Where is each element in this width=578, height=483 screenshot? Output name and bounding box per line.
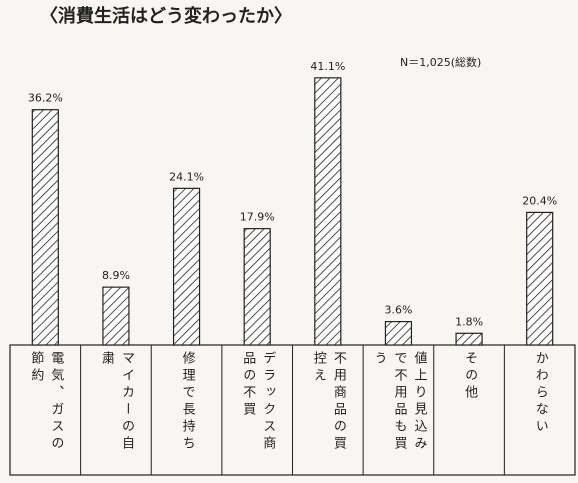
category-label: 修理で長持ち bbox=[177, 351, 197, 469]
category-label: かわらない bbox=[530, 351, 550, 469]
value-label: 20.4% bbox=[522, 194, 557, 207]
category-label: デラックス商品の不買 bbox=[237, 351, 277, 469]
value-label: 41.1% bbox=[310, 60, 345, 73]
chart-title: 〈消費生活はどう変わったか〉 bbox=[40, 5, 292, 27]
sample-note: N＝1,025(総数) bbox=[400, 55, 481, 69]
category-label: その他 bbox=[459, 351, 479, 469]
bar bbox=[315, 78, 341, 345]
bar bbox=[385, 322, 411, 345]
bar bbox=[174, 188, 200, 345]
category-label: 値上り見込みで不用品も買う bbox=[368, 351, 428, 469]
page: 〈消費生活はどう変わったか〉 N＝1,025(総数) 36.2% 8.9% 24.1… bbox=[0, 0, 578, 483]
bar bbox=[103, 287, 129, 345]
category-label: 不用商品の買控え bbox=[308, 351, 348, 469]
bar bbox=[527, 212, 553, 345]
value-label: 17.9% bbox=[240, 211, 275, 224]
value-label: 24.1% bbox=[169, 170, 204, 183]
category-label: 電気、ガスの節約 bbox=[25, 351, 65, 469]
value-label: 3.6% bbox=[384, 304, 412, 317]
bar bbox=[456, 333, 482, 345]
chart: 〈消費生活はどう変わったか〉 N＝1,025(総数) 36.2% 8.9% 24.1… bbox=[0, 0, 578, 483]
bar bbox=[32, 110, 58, 345]
bar bbox=[244, 229, 270, 345]
category-label: マイカーの自粛 bbox=[96, 351, 136, 469]
value-label: 36.2% bbox=[28, 92, 63, 105]
value-label: 1.8% bbox=[455, 315, 483, 328]
value-label: 8.9% bbox=[102, 269, 130, 282]
